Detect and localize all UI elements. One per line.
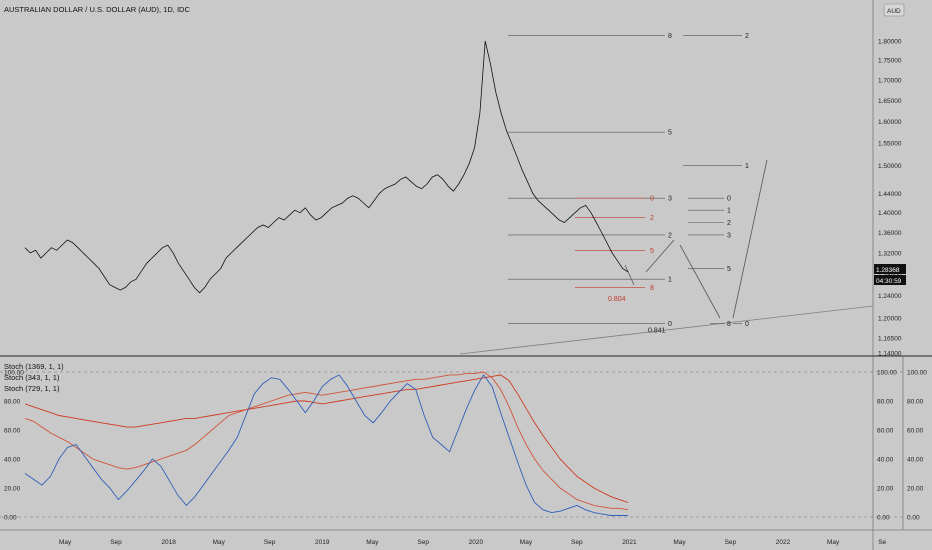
fib-right-label: 3 (727, 232, 731, 239)
fib-note-b: 0.841 (648, 328, 666, 335)
fib-levels-right[interactable]: 2 1 0 1 2 3 5 8 0 (683, 33, 749, 328)
price-tick-label: 1.20000 (878, 315, 902, 322)
price-tick-label: 1.70000 (878, 78, 902, 85)
time-tick-label: May (673, 539, 686, 546)
fib-note-a: 0.804 (608, 296, 626, 303)
stoch-tick-label-left: 20.00 (4, 486, 21, 493)
price-tick-label: 1.50000 (878, 163, 902, 170)
price-tick-label: 1.75000 (878, 58, 902, 65)
stoch-tick-label-left: 80.00 (4, 399, 21, 406)
time-tick-label: May (213, 539, 226, 546)
stoch-tick-label: 100.00 (877, 370, 897, 377)
fib-level-label: 1 (668, 277, 672, 284)
stoch-tick-label-outer: 0.00 (907, 515, 920, 522)
stoch-tick-label-left: 100.00 (4, 370, 24, 377)
time-tick-label: May (827, 539, 840, 546)
price-tick-label: 1.24000 (878, 293, 902, 300)
stoch-tick-label: 40.00 (877, 457, 894, 464)
fib-levels-left[interactable]: 8 5 3 2 1 0 0 2 5 8 0.804 0.841 (508, 33, 672, 335)
price-tick-label: 1.40000 (878, 210, 902, 217)
fib-red-label: 0 (650, 196, 654, 203)
svg-text:AUD: AUD (887, 8, 901, 15)
stoch-tick-label-left: 40.00 (4, 457, 21, 464)
fib-right-label: 0 (727, 196, 731, 203)
fib-right-label: 2 (727, 220, 731, 227)
price-tick-label: 1.65000 (878, 98, 902, 105)
stoch-tick-label-left: 0.00 (4, 515, 17, 522)
stoch-tick-label: 60.00 (877, 428, 894, 435)
fib-right-label: 8 (727, 321, 731, 328)
fib-level-label: 3 (668, 196, 672, 203)
stoch-tick-label: 20.00 (877, 486, 894, 493)
price-tick-label: 1.44000 (878, 191, 902, 198)
fib-right-label: 2 (745, 33, 749, 40)
fib-red-label: 8 (650, 285, 654, 292)
stoch-1369-series (24, 374, 629, 503)
legend-stoch-1369[interactable]: Stoch (1369, 1, 1) (4, 362, 64, 371)
price-axis[interactable]: 1.80000 1.75000 1.70000 1.65000 1.60000 1.550… (878, 39, 902, 358)
time-tick-label: 2020 (469, 539, 484, 546)
time-tick-label: Sep (571, 539, 583, 546)
projection-arrows[interactable] (624, 159, 768, 319)
time-tick-label: 2021 (622, 539, 637, 546)
stoch-tick-label: 80.00 (877, 399, 894, 406)
fib-red-label: 2 (650, 215, 654, 222)
price-tick-label: 1.80000 (878, 39, 902, 46)
legend-stoch-729[interactable]: Stoch (729, 1, 1) (4, 384, 60, 393)
time-tick-label: Se (878, 539, 886, 546)
price-tick-label: 1.36000 (878, 230, 902, 237)
time-tick-label: Sep (110, 539, 122, 546)
stoch-343-series (24, 371, 629, 511)
price-tick-label: 1.60000 (878, 119, 902, 126)
svg-text:1.28368: 1.28368 (876, 267, 900, 274)
price-series (24, 40, 629, 294)
countdown-badge: 04:30:59 (876, 278, 902, 285)
last-price-badge: 1.28368 04:30:59 (874, 264, 906, 285)
time-tick-label: Sep (725, 539, 737, 546)
price-tick-label: 1.55000 (878, 141, 902, 148)
stoch-tick-label-outer: 60.00 (907, 428, 924, 435)
stoch-tick-label-outer: 80.00 (907, 399, 924, 406)
projection-arrow-3 (679, 244, 721, 319)
fib-right-label: 5 (727, 266, 731, 273)
projection-arrow-4 (732, 159, 768, 319)
fib-right-label: 0 (745, 321, 749, 328)
chart-title: AUSTRALIAN DOLLAR / U.S. DOLLAR (AUD), 1… (4, 5, 190, 14)
time-tick-label: May (59, 539, 72, 546)
time-tick-label: 2019 (315, 539, 330, 546)
stochastic-axis[interactable]: 100.00 100.00 100.00 80.00 80.00 80.00 60.00 60… (4, 370, 927, 522)
currency-badge[interactable]: AUD (883, 3, 905, 17)
time-tick-label: Sep (417, 539, 429, 546)
fib-right-label: 1 (727, 208, 731, 215)
time-axis[interactable]: May Sep 2018 May Sep 2019 May Sep 2020 May Sep 2021… (59, 539, 887, 546)
time-tick-label: 2022 (776, 539, 791, 546)
time-tick-label: May (520, 539, 533, 546)
fib-level-label: 8 (668, 33, 672, 40)
fib-level-label: 5 (668, 130, 672, 137)
stoch-tick-label-outer: 100.00 (907, 370, 927, 377)
time-tick-label: May (366, 539, 379, 546)
price-tick-label: 1.28000 (878, 271, 902, 278)
stoch-729-series (24, 374, 628, 516)
indicator-legend[interactable]: Stoch (1369, 1, 1) Stoch (343, 1, 1) Sto… (4, 362, 64, 393)
stoch-tick-label-outer: 20.00 (907, 486, 924, 493)
trend-line[interactable] (459, 305, 874, 355)
stoch-tick-label: 0.00 (877, 515, 890, 522)
fib-right-label: 1 (745, 163, 749, 170)
time-tick-label: 2018 (161, 539, 176, 546)
projection-arrow-1 (624, 264, 635, 286)
price-tick-label: 1.32000 (878, 250, 902, 257)
fib-red-label: 5 (650, 248, 654, 255)
price-tick-label: 1.16500 (878, 336, 902, 343)
fib-level-label: 0 (668, 321, 672, 328)
projection-arrow-2 (645, 239, 675, 273)
price-tick-label: 1.14000 (878, 351, 902, 358)
stoch-tick-label-left: 60.00 (4, 428, 21, 435)
time-tick-label: Sep (264, 539, 276, 546)
fib-level-label: 2 (668, 232, 672, 239)
stoch-tick-label-outer: 40.00 (907, 457, 924, 464)
legend-stoch-343[interactable]: Stoch (343, 1, 1) (4, 373, 60, 382)
